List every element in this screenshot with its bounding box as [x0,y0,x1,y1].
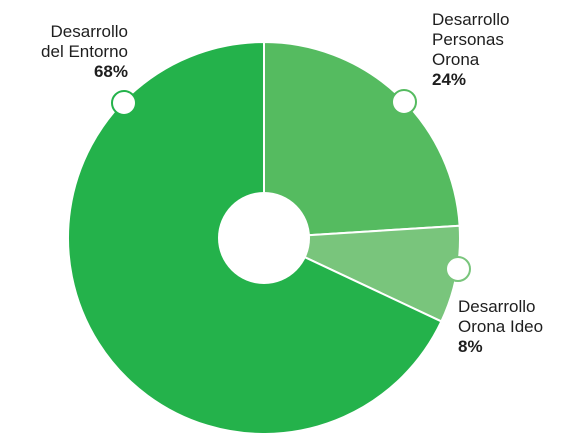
slice-marker-circle [391,89,417,115]
slice-label-line: Desarrollo [432,10,510,29]
slice-label-desarrollo-personas-orona: Desarrollo Personas Orona 24% [432,10,509,90]
slice-label-line: del Entorno [41,42,128,61]
donut-center-hole [218,192,310,284]
slice-label-line: Desarrollo [50,22,128,41]
slice-marker-circle [111,90,137,116]
slice-value-label: 24% [432,70,467,89]
slice-markers [111,89,471,282]
slice-label-line: Personas [432,30,504,49]
slice-label-desarrollo-orona-ideo: Desarrollo Orona Ideo 8% [458,297,543,357]
slice-marker-circle [445,256,471,282]
slice-label-line: Orona Ideo [458,317,544,336]
slices [67,41,461,433]
slice-label-desarrollo-del-entorno: Desarrollo del Entorno 68% [41,22,128,82]
slice-value-label: 68% [93,62,128,81]
slice-label-line: Desarrollo [458,297,536,316]
slice-value-label: 8% [458,337,483,356]
slice-label-line: Orona [432,50,480,69]
